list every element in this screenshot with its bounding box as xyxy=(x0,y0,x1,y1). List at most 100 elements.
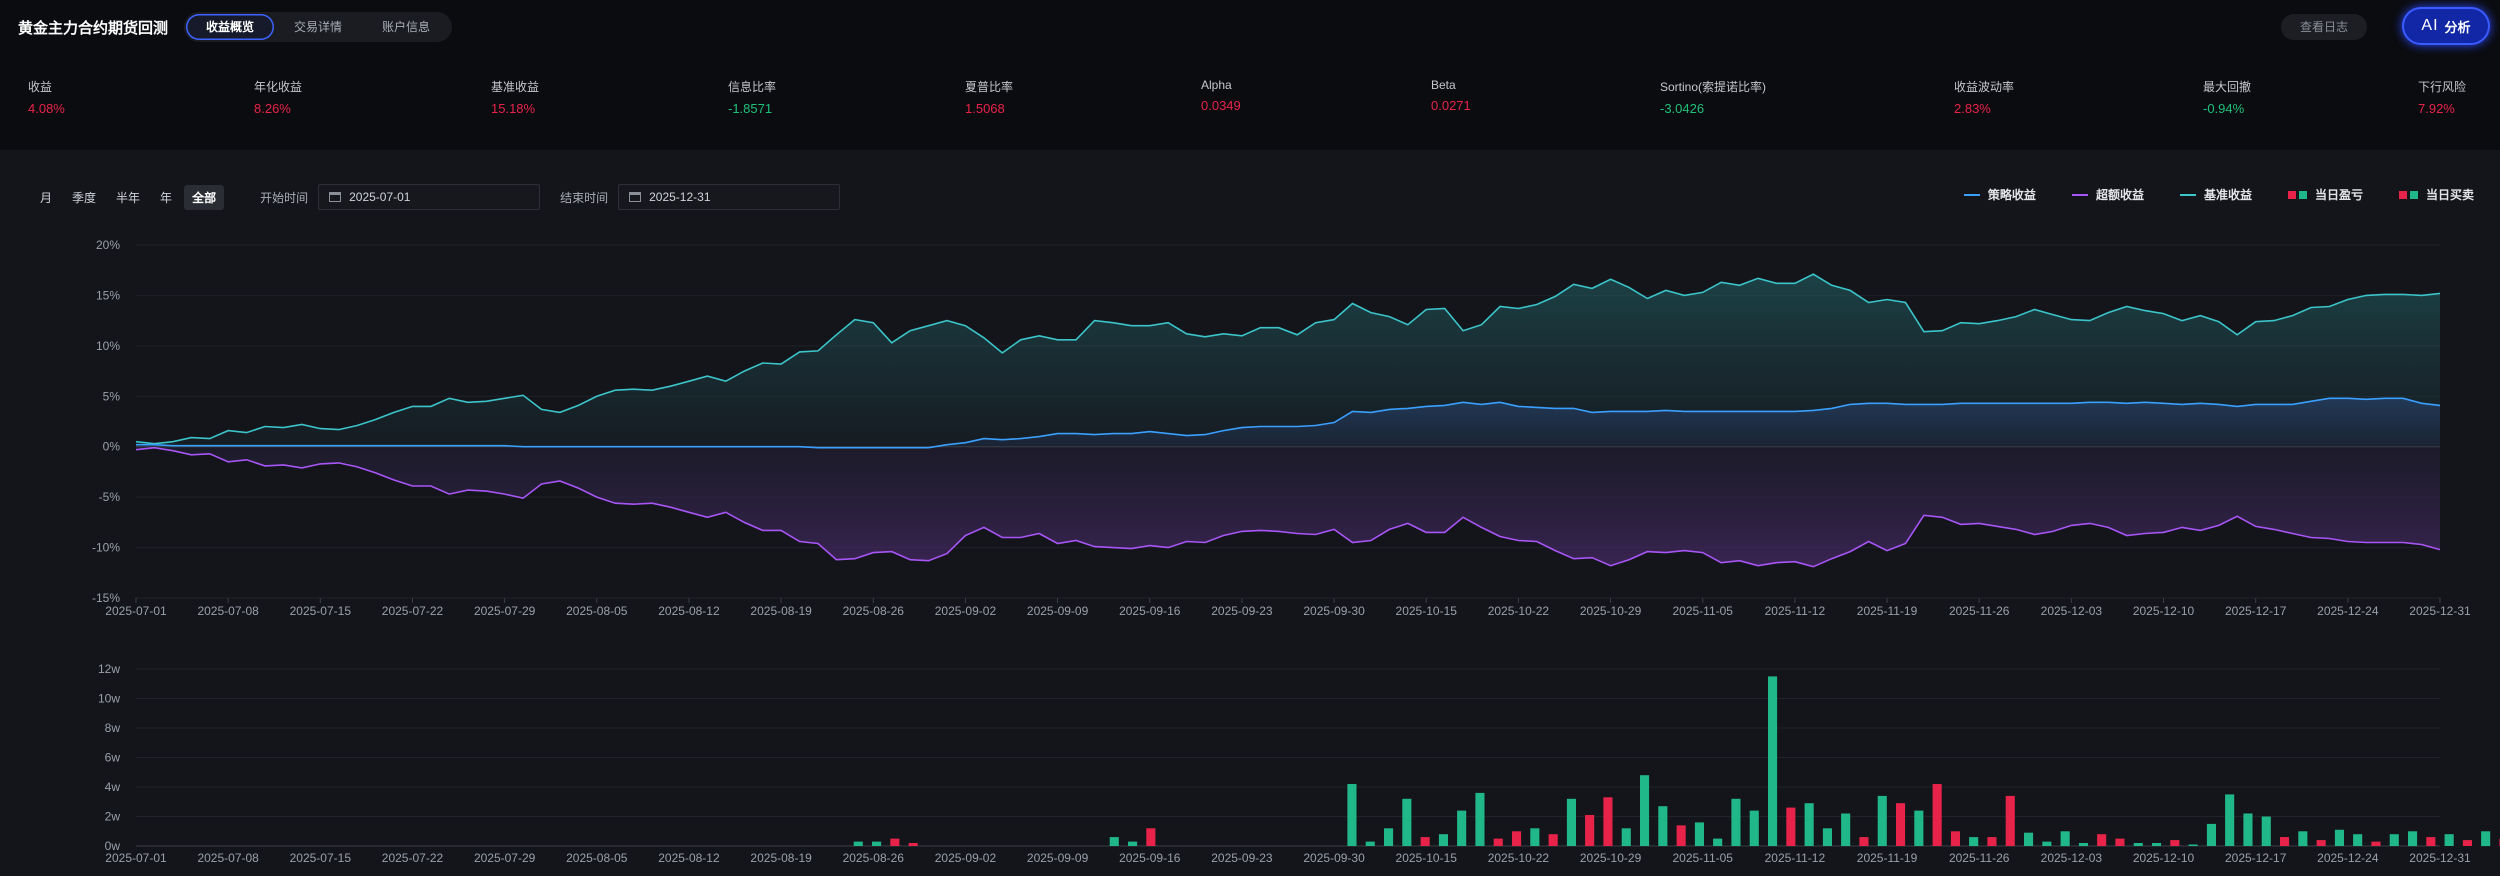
bar xyxy=(1621,828,1631,846)
legend-label: 当日买卖 xyxy=(2425,188,2474,202)
bar xyxy=(2280,837,2290,846)
legend-label: 当日盈亏 xyxy=(2314,188,2363,202)
x-tick-label: 2025-08-26 xyxy=(843,851,905,865)
x-tick-label: 2025-08-26 xyxy=(843,604,905,618)
metric-max-drawdown: 最大回撤 -0.94% xyxy=(2203,78,2251,116)
x-tick-label: 2025-07-08 xyxy=(197,604,259,618)
bar xyxy=(1640,775,1650,846)
period-half-year-button[interactable]: 半年 xyxy=(116,190,141,205)
period-year-button[interactable]: 年 xyxy=(160,190,173,205)
bar xyxy=(1877,795,1887,846)
x-tick-label: 2025-07-01 xyxy=(105,604,167,618)
x-tick-label: 2025-07-15 xyxy=(290,851,352,865)
x-tick-label: 2025-07-29 xyxy=(474,851,536,865)
bar xyxy=(1475,792,1485,846)
view-log-button[interactable]: 查看日志 xyxy=(2281,14,2367,40)
legend-daily-trades[interactable]: 当日买卖 xyxy=(2398,186,2474,203)
period-all-button[interactable]: 全部 xyxy=(184,184,225,210)
tab-trade-details[interactable]: 交易详情 xyxy=(294,20,343,34)
metric-label: 最大回撤 xyxy=(2203,80,2252,94)
bar xyxy=(2444,834,2454,846)
x-tick-label: 2025-07-08 xyxy=(197,851,259,865)
period-controls: 月 季度 半年 年 全部 开始时间 2025-07-01 结束时间 2025-1… xyxy=(32,184,841,210)
metric-volatility: 收益波动率 2.83% xyxy=(1954,78,2014,116)
start-date-input[interactable]: 2025-07-01 xyxy=(318,184,541,210)
bar xyxy=(2206,823,2216,846)
bar xyxy=(1128,841,1138,846)
x-tick-label: 2025-07-22 xyxy=(382,851,444,865)
bar xyxy=(1658,806,1668,846)
metric-label: 收益波动率 xyxy=(1954,80,2015,94)
x-tick-label: 2025-09-30 xyxy=(1303,604,1365,618)
x-tick-label: 2025-10-15 xyxy=(1396,604,1458,618)
y-tick-label: 0w xyxy=(105,839,121,853)
metric-value: 2.83% xyxy=(1954,101,1991,116)
x-tick-label: 2025-07-22 xyxy=(382,604,444,618)
x-tick-label: 2025-12-31 xyxy=(2409,604,2471,618)
y-tick-label: 2w xyxy=(105,810,121,824)
bar xyxy=(908,843,918,846)
metric-benchmark-return: 基准收益 15.18% xyxy=(491,78,539,116)
x-tick-label: 2025-11-19 xyxy=(1857,604,1918,618)
ai-analysis-button[interactable]: AI 分析 xyxy=(2402,7,2490,45)
metric-label: 夏普比率 xyxy=(965,80,1014,94)
bar xyxy=(1749,810,1759,846)
x-tick-label: 2025-11-05 xyxy=(1672,604,1733,618)
x-tick-label: 2025-10-15 xyxy=(1396,851,1458,865)
x-tick-label: 2025-12-17 xyxy=(2225,851,2287,865)
strategy-area xyxy=(136,398,2440,448)
legend-benchmark-return[interactable]: 基准收益 xyxy=(2179,186,2252,203)
legend-label: 超额收益 xyxy=(2095,188,2144,202)
x-tick-label: 2025-08-19 xyxy=(750,604,812,618)
metrics-bar: 收益 4.08% 年化收益 8.26% 基准收益 15.18% 信息比率 -1.… xyxy=(0,70,2500,130)
legend-line-icon xyxy=(2071,193,2088,196)
bar xyxy=(2481,831,2491,847)
bar xyxy=(1365,841,1375,846)
end-time-label: 结束时间 xyxy=(560,190,609,205)
bar xyxy=(1530,828,1540,846)
metric-label: Sortino(索提诺比率) xyxy=(1660,80,1767,94)
metric-label: Beta xyxy=(1431,78,1456,92)
bar xyxy=(2389,834,2399,846)
bar xyxy=(2152,843,2162,846)
y-tick-label: 8w xyxy=(105,721,121,735)
tab-account-info[interactable]: 账户信息 xyxy=(382,20,431,34)
bar xyxy=(2462,840,2472,846)
bar xyxy=(1585,815,1595,846)
y-tick-label: 0% xyxy=(103,440,121,454)
metric-value: 1.5068 xyxy=(965,101,1005,116)
bar xyxy=(2408,831,2418,847)
bar xyxy=(1603,797,1613,846)
bar xyxy=(2078,843,2088,846)
bar xyxy=(2353,834,2363,846)
legend-square-icon xyxy=(2398,190,2407,199)
y-tick-label: -10% xyxy=(92,541,120,555)
legend-excess-return[interactable]: 超额收益 xyxy=(2071,186,2144,203)
end-date-value: 2025-12-31 xyxy=(649,190,711,204)
bar xyxy=(1566,798,1576,846)
legend-strategy-return[interactable]: 策略收益 xyxy=(1963,186,2036,203)
legend-daily-pnl[interactable]: 当日盈亏 xyxy=(2287,186,2363,203)
x-tick-label: 2025-09-09 xyxy=(1027,851,1089,865)
period-quarter-button[interactable]: 季度 xyxy=(72,190,97,205)
metric-value: 8.26% xyxy=(254,101,291,116)
metric-value: 0.0349 xyxy=(1201,98,1241,113)
y-tick-label: 12w xyxy=(98,662,120,676)
x-tick-label: 2025-12-10 xyxy=(2133,851,2195,865)
x-tick-label: 2025-10-29 xyxy=(1580,604,1642,618)
chart-legend: 策略收益 超额收益 基准收益 当日盈亏 当日买卖 xyxy=(1928,186,2474,203)
metric-alpha: Alpha 0.0349 xyxy=(1201,78,1241,113)
tab-overview[interactable]: 收益概览 xyxy=(186,14,275,40)
metric-value: -3.0426 xyxy=(1660,101,1705,116)
strategy-return-line xyxy=(136,397,2441,449)
start-time-label: 开始时间 xyxy=(260,190,309,205)
bar xyxy=(1768,676,1778,846)
bar xyxy=(1402,798,1412,846)
end-date-input[interactable]: 2025-12-31 xyxy=(618,184,841,210)
bar xyxy=(1384,828,1394,846)
bar xyxy=(1969,837,1979,846)
period-month-button[interactable]: 月 xyxy=(40,190,53,205)
bar xyxy=(890,838,900,846)
bar xyxy=(1841,813,1851,846)
